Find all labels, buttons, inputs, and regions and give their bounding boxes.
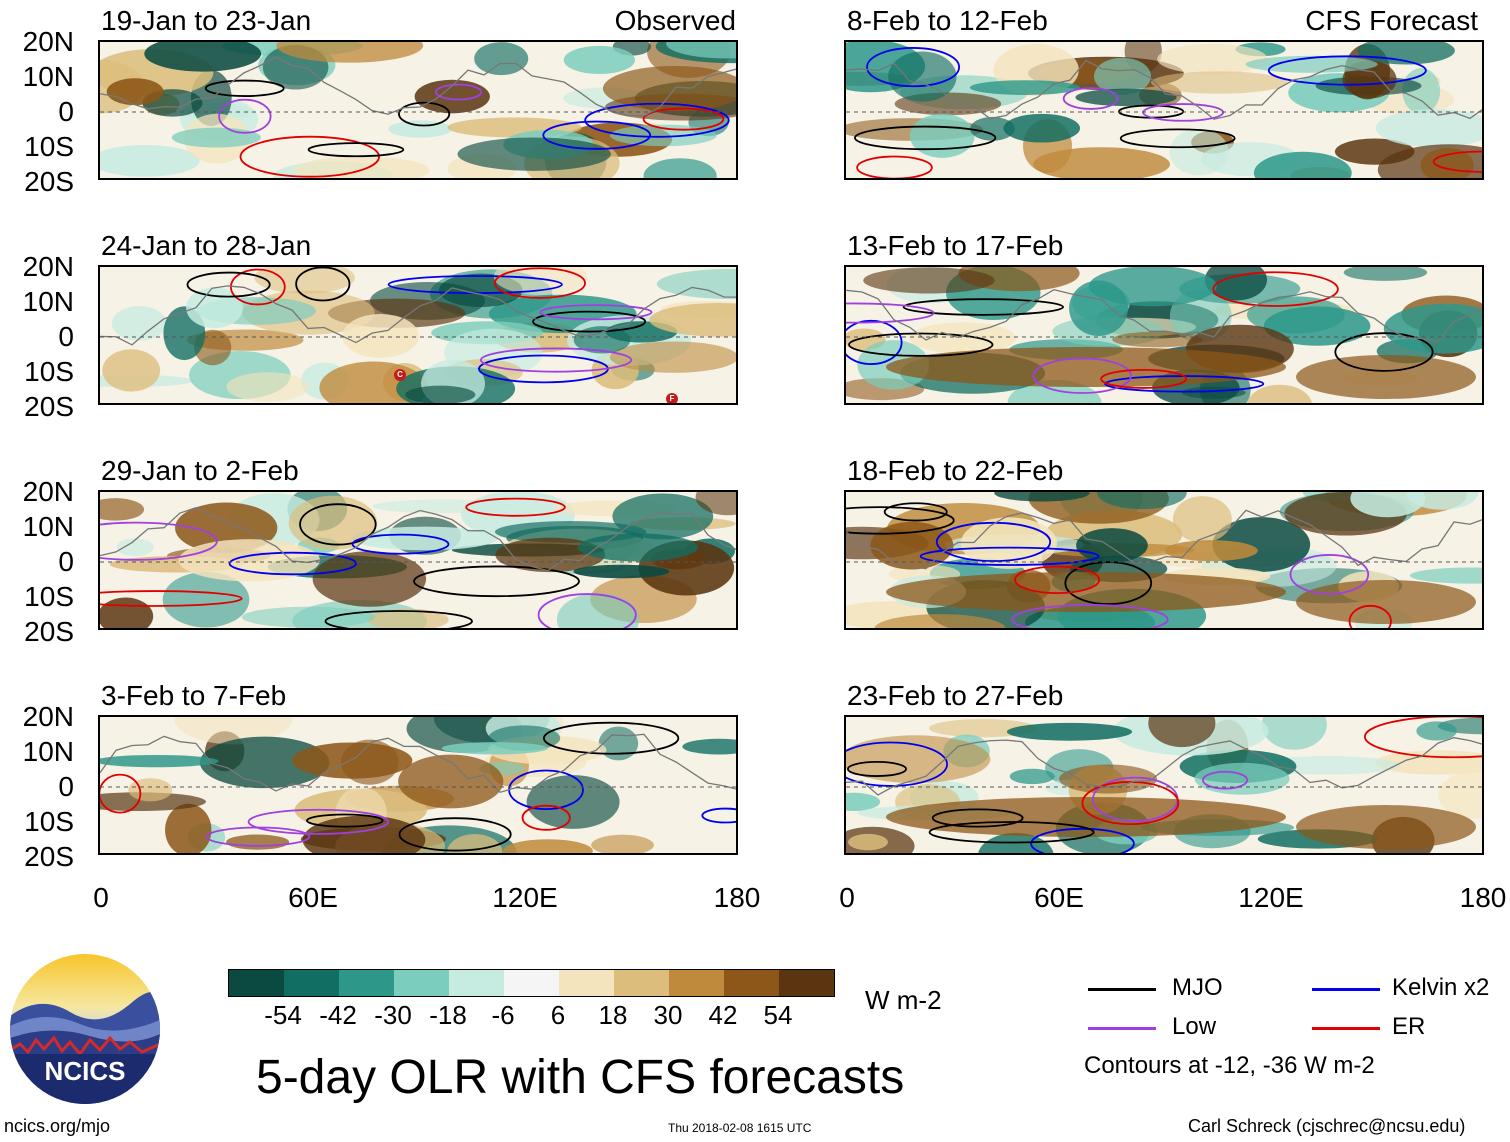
legend-er-label: ER bbox=[1392, 1013, 1426, 1040]
colorbar-tick-label: -42 bbox=[319, 1000, 357, 1030]
lat-label: 10S bbox=[24, 581, 74, 612]
panel-title-5: 8-Feb to 12-Feb bbox=[847, 5, 1048, 36]
map-panel-6 bbox=[844, 265, 1484, 405]
colorbar-swatch bbox=[284, 970, 339, 996]
legend-er-line bbox=[1312, 1027, 1380, 1030]
lat-label: 20S bbox=[24, 841, 74, 872]
colorbar-swatch bbox=[449, 970, 504, 996]
lat-label: 10S bbox=[24, 806, 74, 837]
credit: Carl Schreck (cjschrec@ncsu.edu) bbox=[1188, 1116, 1466, 1136]
storm-marker-2: F bbox=[666, 393, 678, 403]
logo-text: NCICS bbox=[44, 1056, 126, 1086]
footer-link[interactable]: ncics.org/mjo bbox=[4, 1116, 111, 1136]
lat-label: 0 bbox=[58, 96, 74, 127]
lat-label: 10N bbox=[22, 286, 74, 317]
map-panel-7 bbox=[844, 490, 1484, 630]
colorbar-tick-label: -18 bbox=[429, 1000, 467, 1030]
lat-label: 0 bbox=[58, 771, 74, 802]
legend-low-label: Low bbox=[1172, 1013, 1217, 1040]
olr-field-4 bbox=[100, 717, 736, 853]
lat-label: 20S bbox=[24, 616, 74, 647]
lon-label: 60E bbox=[1034, 882, 1084, 913]
olr-field-2 bbox=[100, 267, 736, 403]
olr-field-6 bbox=[846, 267, 1482, 403]
lat-label: 0 bbox=[58, 546, 74, 577]
olr-field-7 bbox=[846, 492, 1482, 628]
olr-field-5 bbox=[846, 42, 1482, 178]
colorbar-swatch bbox=[669, 970, 724, 996]
map-panel-4 bbox=[98, 715, 738, 855]
colorbar-swatch bbox=[724, 970, 779, 996]
colorbar-swatch bbox=[229, 970, 284, 996]
colorbar-tick-label: 42 bbox=[708, 1000, 738, 1030]
colorbar-swatch bbox=[394, 970, 449, 996]
colorbar-swatch bbox=[559, 970, 614, 996]
map-panel-3 bbox=[98, 490, 738, 630]
colorbar-swatch bbox=[504, 970, 559, 996]
lat-label: 20N bbox=[22, 251, 74, 282]
lat-label: 20N bbox=[22, 26, 74, 57]
figure-title: 5-day OLR with CFS forecasts bbox=[256, 1051, 905, 1104]
legend-low-line bbox=[1088, 1027, 1156, 1030]
panel-tag-5: CFS Forecast bbox=[1305, 5, 1478, 36]
panel-title-1: 19-Jan to 23-Jan bbox=[101, 5, 312, 36]
lon-label: 120E bbox=[1238, 882, 1304, 913]
lat-label: 20N bbox=[22, 701, 74, 732]
lon-label: 180 bbox=[713, 882, 761, 913]
lat-label: 20S bbox=[24, 391, 74, 422]
colorbar-tick-label: 18 bbox=[598, 1000, 628, 1030]
map-panel-1 bbox=[98, 40, 738, 180]
panel-title-6: 13-Feb to 17-Feb bbox=[847, 230, 1064, 261]
colorbar-tick-label: 6 bbox=[550, 1000, 566, 1030]
panel-title-8: 23-Feb to 27-Feb bbox=[847, 680, 1064, 711]
lon-label: 0 bbox=[93, 882, 109, 913]
colorbar-tick-label: -54 bbox=[264, 1000, 302, 1030]
olr-field-3 bbox=[100, 492, 736, 628]
colorbar bbox=[228, 969, 835, 997]
lat-label: 10S bbox=[24, 131, 74, 162]
map-panel-5 bbox=[844, 40, 1484, 180]
colorbar-tick-label: -6 bbox=[491, 1000, 515, 1030]
map-panel-8 bbox=[844, 715, 1484, 855]
colorbar-tick-label: 54 bbox=[763, 1000, 793, 1030]
panel-tag-1: Observed bbox=[614, 5, 736, 36]
storm-marker-1: C bbox=[394, 369, 406, 381]
lon-label: 180 bbox=[1459, 882, 1507, 913]
lat-label: 0 bbox=[58, 321, 74, 352]
lat-label: 10N bbox=[22, 511, 74, 542]
lon-label: 60E bbox=[288, 882, 338, 913]
colorbar-swatch bbox=[779, 970, 834, 996]
panel-title-3: 29-Jan to 2-Feb bbox=[101, 455, 299, 486]
legend-mjo-line bbox=[1088, 988, 1156, 991]
legend-note: Contours at -12, -36 W m-2 bbox=[1084, 1052, 1375, 1079]
lat-label: 20S bbox=[24, 166, 74, 197]
ncics-logo: NCICS bbox=[10, 954, 160, 1104]
legend-mjo-label: MJO bbox=[1172, 974, 1223, 1001]
lon-label: 0 bbox=[839, 882, 855, 913]
panel-title-7: 18-Feb to 22-Feb bbox=[847, 455, 1064, 486]
olr-field-8 bbox=[846, 717, 1482, 853]
lat-label: 10N bbox=[22, 736, 74, 767]
timestamp: Thu 2018-02-08 1615 UTC bbox=[668, 1121, 812, 1135]
lat-label: 20N bbox=[22, 476, 74, 507]
legend-kelvin-label: Kelvin x2 bbox=[1392, 974, 1490, 1001]
olr-field-1 bbox=[100, 42, 736, 178]
legend-kelvin-line bbox=[1312, 988, 1380, 991]
panel-title-2: 24-Jan to 28-Jan bbox=[101, 230, 312, 261]
panel-title-4: 3-Feb to 7-Feb bbox=[101, 680, 287, 711]
colorbar-tick-label: 30 bbox=[653, 1000, 683, 1030]
colorbar-tick-label: -30 bbox=[374, 1000, 412, 1030]
colorbar-units: W m-2 bbox=[865, 985, 942, 1015]
colorbar-swatch bbox=[339, 970, 394, 996]
lat-label: 10N bbox=[22, 61, 74, 92]
lat-label: 10S bbox=[24, 356, 74, 387]
colorbar-swatch bbox=[614, 970, 669, 996]
lon-label: 120E bbox=[492, 882, 558, 913]
